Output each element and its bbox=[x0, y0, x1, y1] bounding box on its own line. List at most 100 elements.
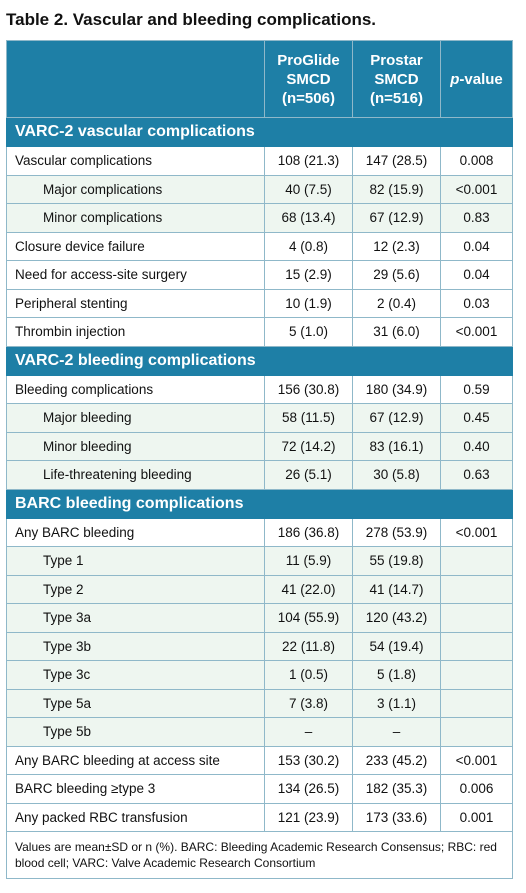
p-value bbox=[440, 574, 513, 604]
row-label: BARC bleeding ≥type 3 bbox=[6, 774, 265, 804]
row-label: Type 3b bbox=[6, 631, 265, 661]
row-label: Major bleeding bbox=[6, 403, 265, 433]
p-value: <0.001 bbox=[440, 317, 513, 347]
row-label: Type 2 bbox=[6, 574, 265, 604]
row-label: Need for access-site surgery bbox=[6, 260, 265, 290]
prostar-value: – bbox=[352, 717, 441, 747]
table-body: VARC-2 vascular complications Vascular co… bbox=[6, 117, 513, 832]
proglide-value: 26 (5.1) bbox=[264, 460, 353, 490]
row-label: Minor bleeding bbox=[6, 431, 265, 461]
row-label: Any BARC bleeding at access site bbox=[6, 745, 265, 775]
header-pvalue: p-value bbox=[440, 40, 513, 118]
table-row: Need for access-site surgery 15 (2.9) 29 (… bbox=[6, 260, 513, 290]
p-value: 0.008 bbox=[440, 146, 513, 176]
table-row: Major bleeding 58 (11.5) 67 (12.9) 0.45 bbox=[6, 403, 513, 433]
proglide-value: 121 (23.9) bbox=[264, 802, 353, 832]
p-value: 0.001 bbox=[440, 802, 513, 832]
table-row: Any BARC bleeding 186 (36.8) 278 (53.9) <0.… bbox=[6, 517, 513, 547]
prostar-value: 41 (14.7) bbox=[352, 574, 441, 604]
p-value: 0.04 bbox=[440, 231, 513, 261]
section-header: BARC bleeding complications bbox=[6, 488, 513, 519]
row-label: Vascular complications bbox=[6, 146, 265, 176]
header-proglide-line2: SMCD bbox=[286, 70, 331, 88]
prostar-value: 182 (35.3) bbox=[352, 774, 441, 804]
prostar-value: 233 (45.2) bbox=[352, 745, 441, 775]
header-pvalue-rest: -value bbox=[459, 70, 503, 88]
proglide-value: 5 (1.0) bbox=[264, 317, 353, 347]
table-row: Type 1 11 (5.9) 55 (19.8) bbox=[6, 546, 513, 576]
p-value: 0.59 bbox=[440, 374, 513, 404]
table-row: Vascular complications 108 (21.3) 147 (28.… bbox=[6, 146, 513, 176]
proglide-value: 58 (11.5) bbox=[264, 403, 353, 433]
p-value bbox=[440, 546, 513, 576]
header-proglide-line3: (n=506) bbox=[282, 89, 335, 107]
row-label: Bleeding complications bbox=[6, 374, 265, 404]
header-prostar-line2: SMCD bbox=[374, 70, 419, 88]
p-value: 0.83 bbox=[440, 203, 513, 233]
proglide-value: 104 (55.9) bbox=[264, 603, 353, 633]
table-row: Minor bleeding 72 (14.2) 83 (16.1) 0.40 bbox=[6, 431, 513, 461]
proglide-value: 186 (36.8) bbox=[264, 517, 353, 547]
header-blank-cell bbox=[6, 40, 265, 118]
p-value: 0.45 bbox=[440, 403, 513, 433]
section-header: VARC-2 vascular complications bbox=[6, 117, 513, 147]
prostar-value: 147 (28.5) bbox=[352, 146, 441, 176]
header-proglide: ProGlide SMCD (n=506) bbox=[264, 40, 353, 118]
proglide-value: 41 (22.0) bbox=[264, 574, 353, 604]
row-label: Any packed RBC transfusion bbox=[6, 802, 265, 832]
prostar-value: 173 (33.6) bbox=[352, 802, 441, 832]
row-label: Type 5b bbox=[6, 717, 265, 747]
table-row: Major complications 40 (7.5) 82 (15.9) <0.0… bbox=[6, 174, 513, 204]
prostar-value: 31 (6.0) bbox=[352, 317, 441, 347]
table-row: Type 2 41 (22.0) 41 (14.7) bbox=[6, 574, 513, 604]
proglide-value: 134 (26.5) bbox=[264, 774, 353, 804]
table-row: Type 5b – – bbox=[6, 717, 513, 747]
row-label: Type 1 bbox=[6, 546, 265, 576]
table-row: Type 5a 7 (3.8) 3 (1.1) bbox=[6, 688, 513, 718]
p-value: 0.04 bbox=[440, 260, 513, 290]
p-value bbox=[440, 717, 513, 747]
header-prostar-line3: (n=516) bbox=[370, 89, 423, 107]
prostar-value: 120 (43.2) bbox=[352, 603, 441, 633]
prostar-value: 55 (19.8) bbox=[352, 546, 441, 576]
section-header: VARC-2 bleeding complications bbox=[6, 345, 513, 376]
section-title: VARC-2 vascular complications bbox=[6, 117, 513, 147]
table-row: Minor complications 68 (13.4) 67 (12.9) 0.8… bbox=[6, 203, 513, 233]
prostar-value: 82 (15.9) bbox=[352, 174, 441, 204]
footnote-row: Values are mean±SD or n (%). BARC: Bleed… bbox=[6, 831, 513, 879]
row-label: Type 3c bbox=[6, 660, 265, 690]
table-row: Type 3b 22 (11.8) 54 (19.4) bbox=[6, 631, 513, 661]
header-proglide-line1: ProGlide bbox=[277, 51, 340, 69]
complications-table: ProGlide SMCD (n=506) Prostar SMCD (n=51… bbox=[6, 40, 513, 879]
header-pvalue-italic: p bbox=[450, 70, 460, 88]
prostar-value: 54 (19.4) bbox=[352, 631, 441, 661]
proglide-value: 68 (13.4) bbox=[264, 203, 353, 233]
prostar-value: 2 (0.4) bbox=[352, 288, 441, 318]
p-value bbox=[440, 660, 513, 690]
p-value: 0.63 bbox=[440, 460, 513, 490]
prostar-value: 278 (53.9) bbox=[352, 517, 441, 547]
row-label: Any BARC bleeding bbox=[6, 517, 265, 547]
proglide-value: 1 (0.5) bbox=[264, 660, 353, 690]
section-title: BARC bleeding complications bbox=[6, 488, 513, 519]
proglide-value: 72 (14.2) bbox=[264, 431, 353, 461]
row-label: Type 5a bbox=[6, 688, 265, 718]
proglide-value: 11 (5.9) bbox=[264, 546, 353, 576]
row-label: Thrombin injection bbox=[6, 317, 265, 347]
prostar-value: 83 (16.1) bbox=[352, 431, 441, 461]
table-caption: Table 2. Vascular and bleeding complicat… bbox=[6, 10, 377, 29]
row-label: Type 3a bbox=[6, 603, 265, 633]
p-value: <0.001 bbox=[440, 745, 513, 775]
prostar-value: 30 (5.8) bbox=[352, 460, 441, 490]
prostar-value: 3 (1.1) bbox=[352, 688, 441, 718]
p-value: 0.03 bbox=[440, 288, 513, 318]
p-value bbox=[440, 603, 513, 633]
row-label: Life-threatening bleeding bbox=[6, 460, 265, 490]
prostar-value: 12 (2.3) bbox=[352, 231, 441, 261]
header-prostar: Prostar SMCD (n=516) bbox=[352, 40, 441, 118]
table-footnote: Values are mean±SD or n (%). BARC: Bleed… bbox=[6, 831, 513, 879]
table-row: Closure device failure 4 (0.8) 12 (2.3) 0.0… bbox=[6, 231, 513, 261]
prostar-value: 29 (5.6) bbox=[352, 260, 441, 290]
table-row: Peripheral stenting 10 (1.9) 2 (0.4) 0.03 bbox=[6, 288, 513, 318]
proglide-value: 156 (30.8) bbox=[264, 374, 353, 404]
